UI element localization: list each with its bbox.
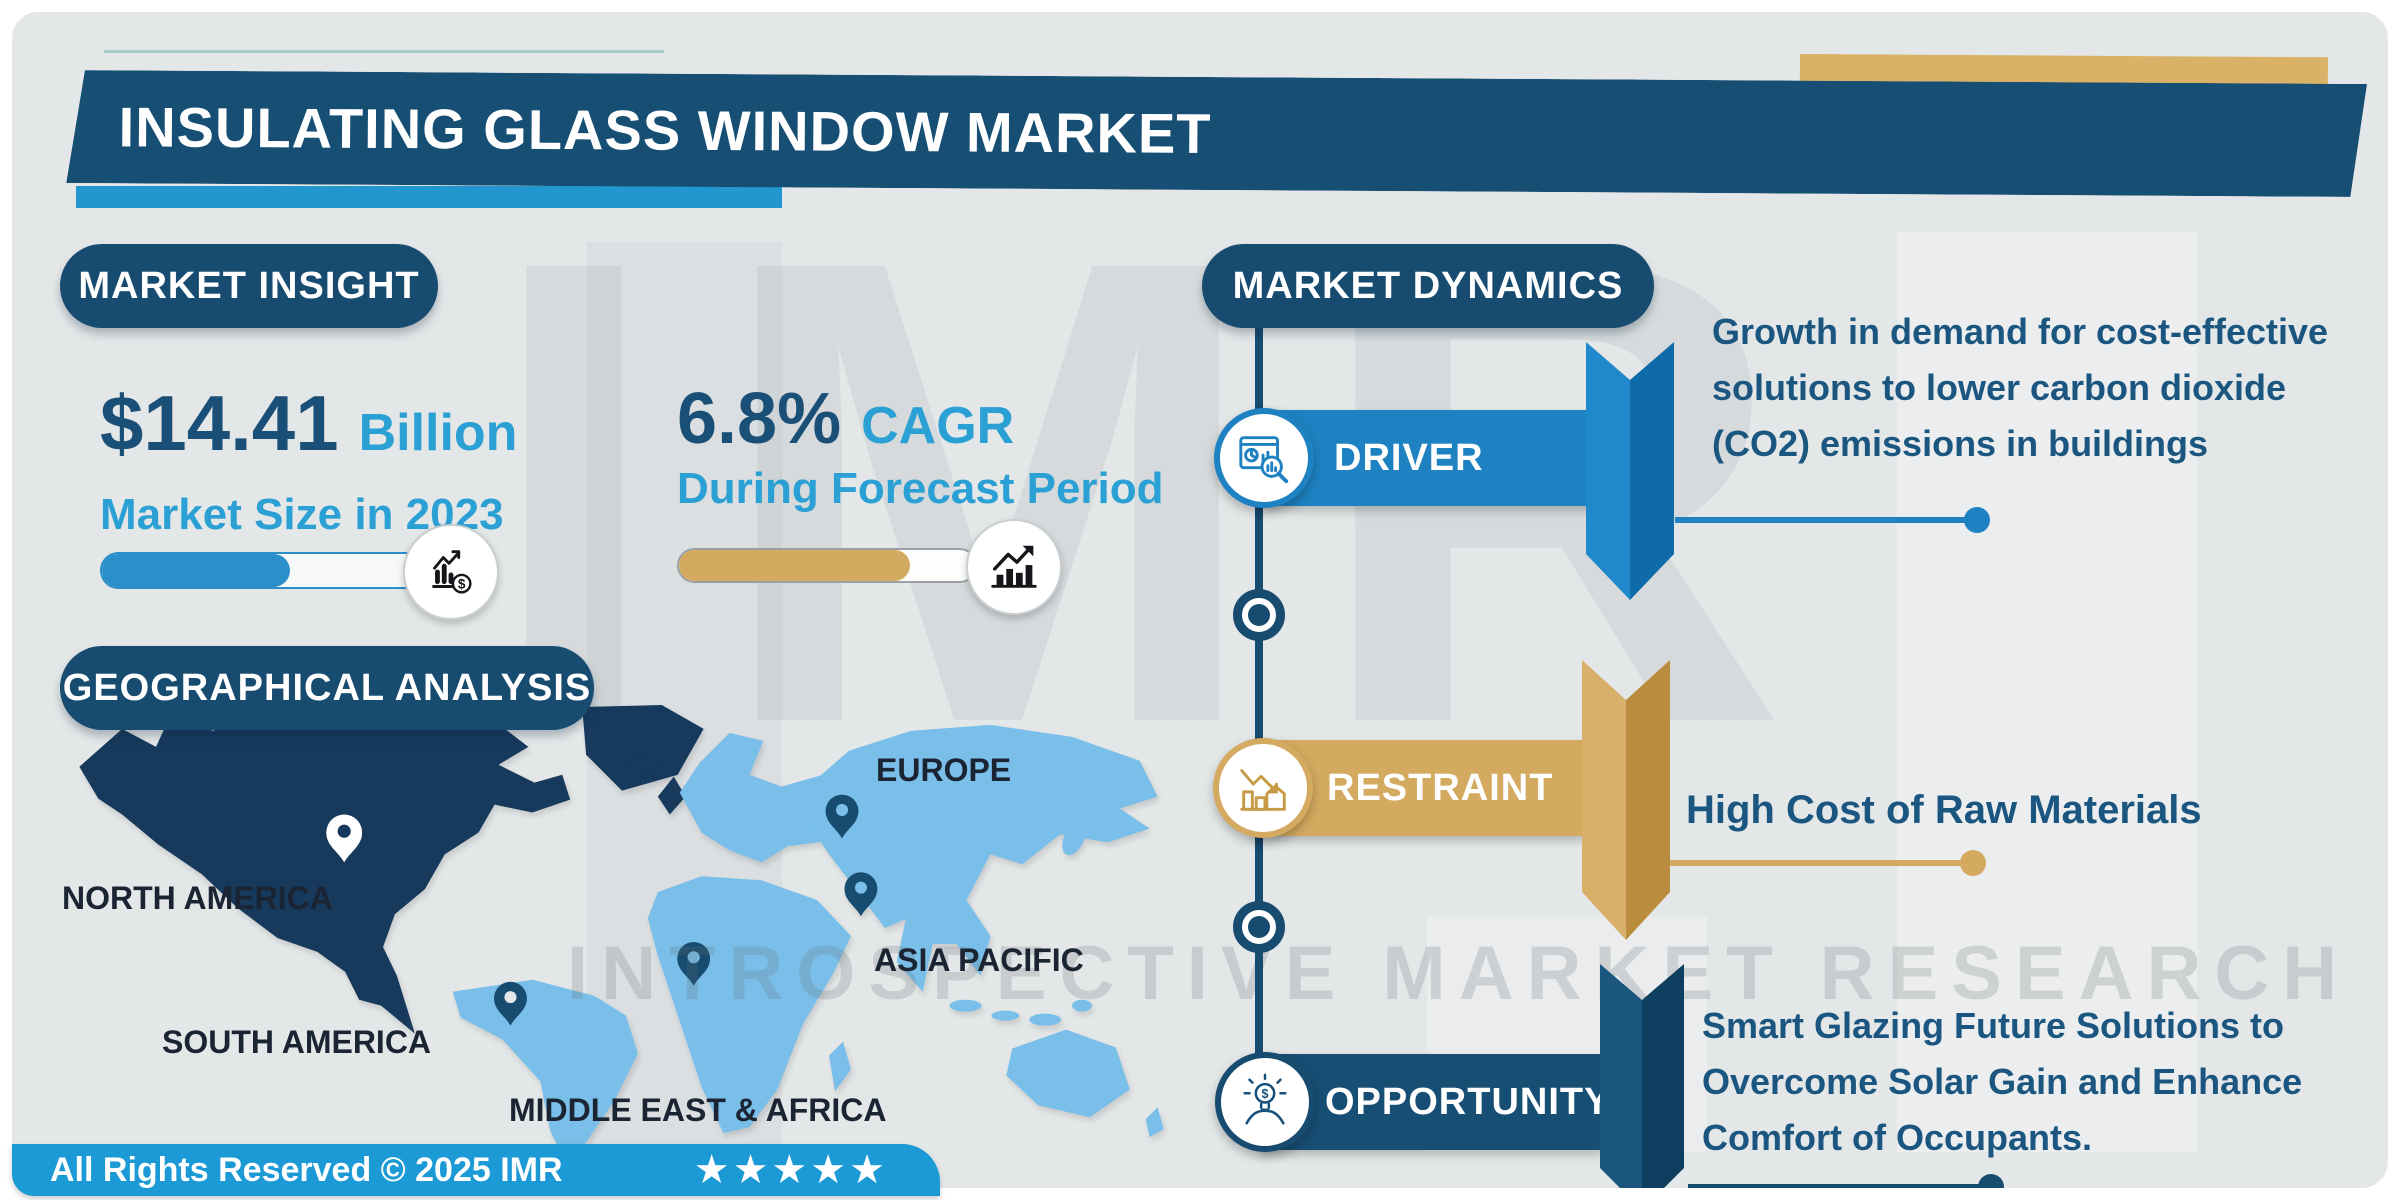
restraint-ribbon-icon	[1582, 660, 1670, 940]
map-asia	[803, 724, 1158, 992]
driver-underline	[1675, 517, 1975, 523]
pin-asia-pacific	[844, 872, 878, 917]
pin-north-america	[326, 814, 363, 863]
region-label-north-america: NORTH AMERICA	[62, 880, 333, 916]
restraint-label: RESTRAINT	[1327, 766, 1554, 809]
map-north-america	[79, 708, 571, 1034]
opportunity-banner: OPPORTUNITY	[1259, 1054, 1609, 1150]
map-madagascar	[829, 1041, 851, 1092]
geographical-analysis-badge: GEOGRAPHICAL ANALYSIS	[60, 646, 594, 730]
copyright-text: All Rights Reserved © 2025 IMR	[50, 1150, 563, 1189]
map-greenland	[582, 705, 704, 791]
idea-bulb-dollar-icon: $	[1243, 1073, 1287, 1125]
driver-icon-circle	[1214, 408, 1314, 508]
market-size-unit: Billion	[358, 404, 518, 462]
teal-accent-line	[104, 50, 664, 53]
driver-ribbon-icon	[1586, 342, 1674, 600]
market-size-progress-fill	[102, 554, 291, 587]
opportunity-underline	[1688, 1184, 1988, 1188]
driver-underline-dot	[1964, 507, 1990, 533]
opportunity-icon-circle: $	[1215, 1052, 1315, 1152]
market-dynamics-badge: MARKET DYNAMICS	[1202, 244, 1654, 328]
cagr-progress-track	[677, 548, 977, 583]
map-iceland	[627, 752, 658, 775]
bar-chart-dollar-icon: $	[432, 550, 472, 594]
growth-chart-icon	[991, 545, 1037, 588]
market-size-value-row: $14.41 Billion	[100, 378, 517, 469]
footer-bar: All Rights Reserved © 2025 IMR ★★★★★	[12, 1144, 940, 1196]
timeline-bullet	[1233, 901, 1285, 953]
world-map	[79, 705, 1164, 1162]
restraint-underline	[1670, 860, 1970, 866]
region-label-south-america: SOUTH AMERICA	[162, 1024, 432, 1060]
map-new-zealand	[1145, 1107, 1164, 1138]
driver-description: Growth in demand for cost-effective solu…	[1712, 311, 2329, 464]
tagline-watermark: INTROSPECTIVE MARKET RESEARCH	[567, 931, 2351, 1016]
cagr-value: 6.8%	[677, 379, 842, 459]
blue-accent-bar	[76, 186, 782, 208]
timeline-bullet-dot	[1248, 604, 1270, 626]
map-australia	[1006, 1029, 1130, 1118]
cagr-value-row: 6.8% CAGR	[677, 378, 1014, 460]
market-insight-badge-label: MARKET INSIGHT	[78, 264, 420, 307]
restraint-underline-dot	[1960, 850, 1986, 876]
region-label-asia-pacific: ASIA PACIFIC	[874, 942, 1084, 978]
map-africa	[647, 876, 851, 1134]
pin-south-america	[494, 981, 527, 1026]
title-banner: INSULATING GLASS WINDOW MARKET	[66, 70, 2367, 197]
background-panel: IMR INTROSPECTIVE MARKET RESEARCH INSULA…	[12, 12, 2388, 1188]
analytics-magnifier-icon	[1239, 436, 1289, 484]
cagr-unit: CAGR	[861, 397, 1015, 455]
cagr-progress-medal	[966, 519, 1062, 615]
market-dynamics-badge-label: MARKET DYNAMICS	[1232, 264, 1624, 307]
svg-text:$: $	[458, 576, 466, 591]
map-indonesia	[1072, 999, 1092, 1012]
map-japan	[1062, 821, 1086, 856]
geographical-analysis-badge-label: GEOGRAPHICAL ANALYSIS	[62, 666, 592, 709]
market-size-value: $14.41	[100, 379, 339, 467]
timeline-bullet	[1233, 589, 1285, 641]
driver-label: DRIVER	[1334, 436, 1484, 479]
declining-chart-house-icon	[1240, 769, 1286, 811]
background-band	[1897, 232, 2197, 1152]
map-south-america	[452, 979, 638, 1162]
rating-stars: ★★★★★	[693, 1148, 888, 1192]
driver-banner: DRIVER	[1262, 410, 1592, 506]
region-label-middle-east-africa: MIDDLE EAST & AFRICA	[509, 1092, 887, 1128]
opportunity-ribbon-icon	[1600, 964, 1684, 1188]
opportunity-underline-dot	[1978, 1174, 2004, 1188]
market-size-progress-medal: $	[403, 524, 499, 620]
map-indonesia	[1029, 1013, 1062, 1026]
restraint-description: High Cost of Raw Materials	[1686, 788, 2202, 832]
opportunity-label: OPPORTUNITY	[1325, 1080, 1611, 1123]
page-title: INSULATING GLASS WINDOW MARKET	[118, 95, 1212, 165]
pin-middle-east-africa	[677, 941, 711, 986]
restraint-icon-circle	[1213, 738, 1313, 838]
cagr-caption: During Forecast Period	[677, 464, 1164, 513]
pin-europe	[825, 794, 859, 839]
svg-text:$: $	[1262, 1087, 1269, 1101]
map-uk	[657, 776, 686, 815]
map-indonesia	[991, 1010, 1020, 1021]
cagr-progress-fill	[679, 550, 910, 581]
timeline-bullet-dot	[1248, 916, 1270, 938]
opportunity-description: Smart Glazing Future Solutions to Overco…	[1702, 1005, 2303, 1158]
market-insight-badge: MARKET INSIGHT	[60, 244, 438, 328]
dynamics-timeline	[1255, 324, 1263, 1102]
region-label-europe: EUROPE	[876, 752, 1012, 788]
map-indonesia	[949, 999, 982, 1012]
